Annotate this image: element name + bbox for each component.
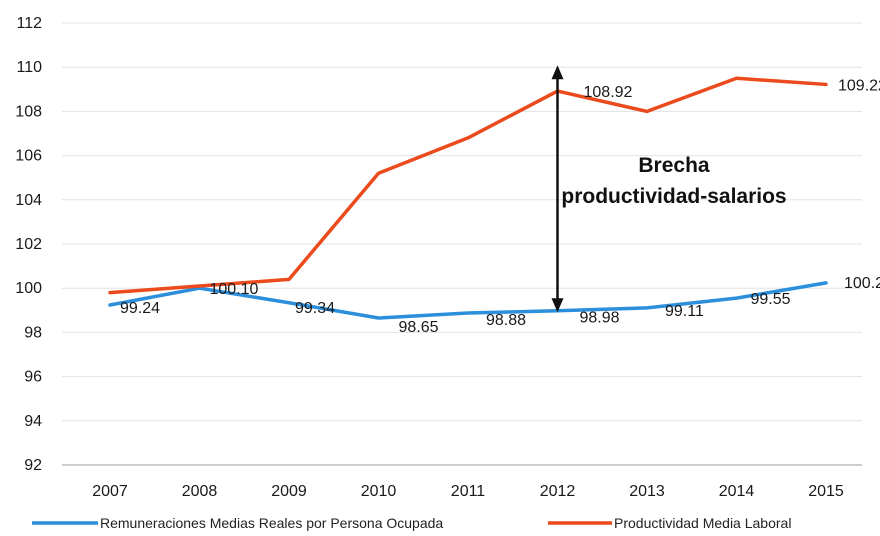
- x-tick-label: 2012: [540, 483, 576, 500]
- data-label: 98.65: [399, 319, 439, 336]
- x-tick-label: 2007: [92, 483, 128, 500]
- x-tick-label: 2014: [719, 483, 755, 500]
- data-labels: 99.24 98.65 98.88 98.98 99.11 99.55 100.24 100.…: [120, 77, 880, 336]
- data-label: 99.55: [751, 291, 791, 308]
- y-tick-label: 110: [16, 59, 42, 76]
- gap-annotation-line2: productividad-salarios: [561, 185, 786, 208]
- data-label: 99.11: [665, 303, 704, 320]
- legend-label: Remuneraciones Medias Reales por Persona…: [100, 515, 443, 531]
- data-label: 109.22: [838, 77, 880, 94]
- y-tick-label: 108: [15, 103, 42, 120]
- y-axis-ticks: 92 94 96 98 100 102 104 106 108 110 112: [15, 15, 42, 474]
- gap-annotation-line1: Brecha: [638, 154, 710, 177]
- x-tick-label: 2010: [361, 483, 397, 500]
- grid-lines: [62, 22, 862, 422]
- gap-arrow-head-top: [551, 65, 564, 80]
- data-label: 99.34: [295, 300, 335, 317]
- data-label: 98.88: [486, 312, 526, 329]
- y-tick-label: 106: [15, 148, 42, 165]
- data-label: 108.92: [584, 84, 633, 101]
- data-label: 99.24: [120, 300, 160, 317]
- x-tick-label: 2013: [629, 483, 665, 500]
- data-label: 100.24: [844, 275, 880, 292]
- y-tick-label: 100: [15, 280, 42, 297]
- y-tick-label: 92: [24, 457, 42, 474]
- legend: Remuneraciones Medias Reales por Persona…: [32, 515, 791, 531]
- x-axis-ticks: 2007 2008 2009 2010 2011 2012 2013 2014 2015: [92, 483, 844, 500]
- y-tick-label: 104: [15, 192, 42, 209]
- x-tick-label: 2015: [808, 483, 844, 500]
- gap-annotation: Brecha productividad-salarios: [551, 65, 787, 313]
- gap-arrow-head-bottom: [551, 298, 564, 313]
- y-tick-label: 98: [24, 324, 42, 341]
- data-label: 100.10: [210, 281, 259, 298]
- y-tick-label: 112: [16, 15, 42, 32]
- x-tick-label: 2008: [182, 483, 218, 500]
- y-tick-label: 96: [24, 369, 42, 386]
- x-tick-label: 2009: [271, 483, 307, 500]
- legend-label: Productividad Media Laboral: [614, 515, 791, 531]
- y-tick-label: 102: [15, 236, 42, 253]
- data-label: 98.98: [580, 310, 620, 327]
- y-tick-label: 94: [24, 413, 42, 430]
- x-tick-label: 2011: [451, 483, 486, 500]
- series-lines: [108, 76, 828, 320]
